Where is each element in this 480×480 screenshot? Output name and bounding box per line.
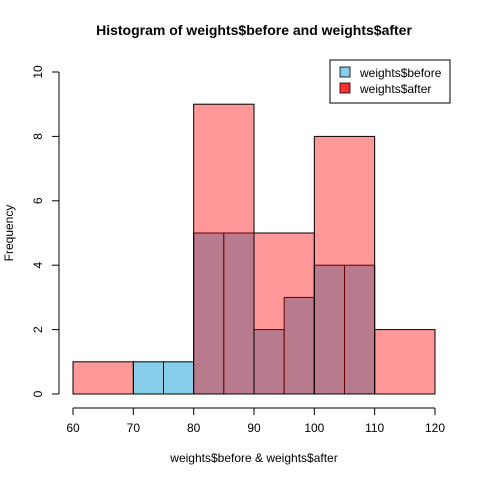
legend: weights$before weights$after [329, 59, 451, 104]
y-tick-label-10: 10 [31, 65, 45, 79]
bar-after-80-90 [193, 103, 255, 395]
legend-label-after: weights$after [359, 82, 431, 96]
x-tick-label-110: 110 [365, 421, 384, 435]
x-tick-label-120: 120 [425, 421, 445, 435]
legend-label-before: weights$before [359, 66, 442, 80]
y-tick-label-0: 0 [31, 390, 45, 397]
legend-swatch-after [339, 82, 351, 94]
y-axis-label: Frequency [2, 205, 16, 262]
x-tick-label-100: 100 [304, 421, 324, 435]
x-axis-label: weights$before & weights$after [169, 451, 337, 465]
y-tick-label-6: 6 [31, 197, 45, 204]
bar-after-90-100 [253, 232, 315, 395]
y-axis: 0 2 4 6 8 10 [31, 65, 60, 397]
bar-before-105-110 [344, 264, 376, 395]
after-series-bars [72, 103, 436, 395]
bar-after-60-70 [72, 361, 134, 395]
x-tick-label-90: 90 [247, 421, 261, 435]
x-tick-label-60: 60 [66, 421, 80, 435]
bar-after-100-110 [313, 135, 376, 395]
y-tick-label-4: 4 [31, 262, 45, 269]
y-tick-label-8: 8 [31, 133, 45, 140]
legend-swatch-before [339, 66, 351, 78]
chart-title: Histogram of weights$before and weights$… [96, 22, 412, 38]
bar-before-75-80 [163, 361, 195, 395]
x-axis: 60 70 80 90 100 110 120 [66, 407, 445, 435]
before-series-bars [132, 232, 376, 395]
y-tick-label-2: 2 [31, 326, 45, 333]
x-tick-label-70: 70 [127, 421, 141, 435]
bar-before-80-85 [193, 232, 225, 395]
bar-after-110-120 [374, 329, 436, 395]
bar-before-70-75 [132, 361, 164, 395]
bar-before-95-100 [283, 296, 315, 395]
x-tick-label-80: 80 [187, 421, 201, 435]
